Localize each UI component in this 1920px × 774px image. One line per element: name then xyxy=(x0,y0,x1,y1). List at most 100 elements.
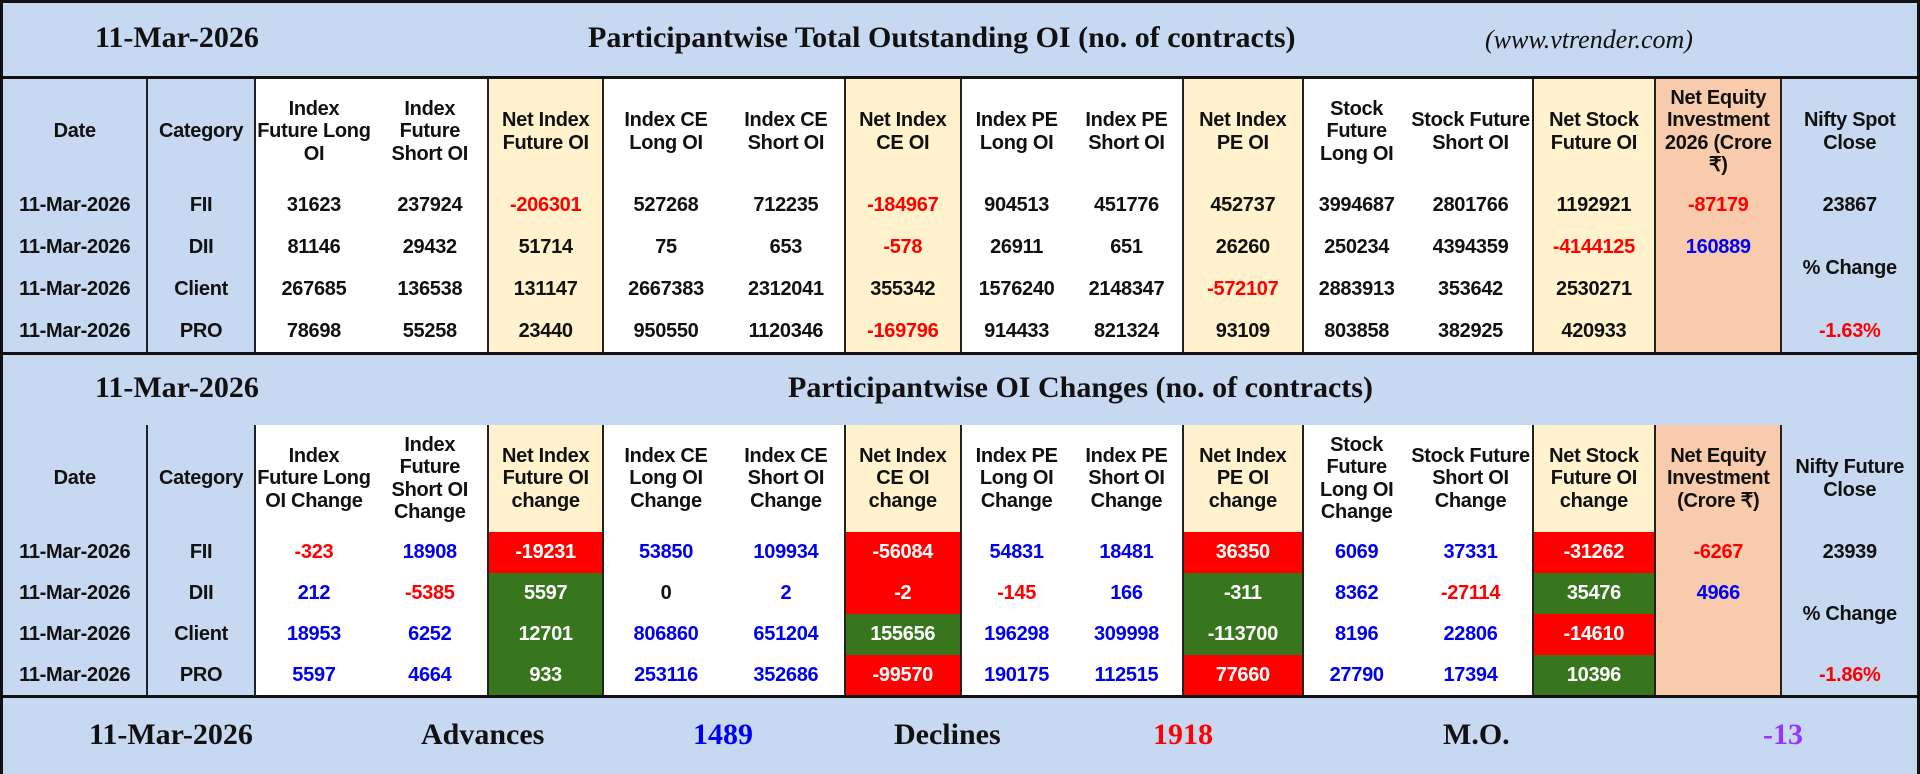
column-header: Stock Future Short OI Change xyxy=(1409,425,1533,532)
value-cell: -145 xyxy=(959,573,1072,614)
value-cell: 237924 xyxy=(372,184,489,226)
table-row: 11-Mar-2026 DII 81146 29432 51714 75 653 -578 26… xyxy=(3,226,1917,310)
value-cell: % Change xyxy=(1780,573,1917,655)
column-header: Category xyxy=(146,79,255,184)
date-cell: 11-Mar-2026 xyxy=(3,310,148,352)
value-cell: 35476 xyxy=(1531,573,1656,614)
date-cell: 11-Mar-2026 xyxy=(3,268,148,310)
value-cell: 37331 xyxy=(1409,532,1533,573)
value-cell: 527268 xyxy=(601,184,729,226)
value-cell: 0 xyxy=(601,573,729,614)
value-cell: 1120346 xyxy=(728,310,845,352)
value-cell: -27114 xyxy=(1409,573,1533,614)
value-cell: 36350 xyxy=(1181,532,1303,573)
value-cell: 2883913 xyxy=(1301,268,1410,310)
value-cell: -1.63% xyxy=(1780,310,1917,352)
value-cell: 77660 xyxy=(1181,655,1303,696)
value-cell: 75 xyxy=(601,226,729,268)
value-cell: 2 xyxy=(728,573,845,614)
date-cell: 11-Mar-2026 xyxy=(3,184,148,226)
value-cell: 26260 xyxy=(1181,226,1303,268)
value-cell: 914433 xyxy=(959,310,1072,352)
category-cell: DII xyxy=(146,573,255,614)
column-header: Stock Future Long OI xyxy=(1301,79,1410,184)
declines-value: 1918 xyxy=(1153,718,1213,751)
column-header: Index PE Short OI Change xyxy=(1071,425,1183,532)
value-cell: -19231 xyxy=(487,532,603,573)
column-header: Index CE Long OI Change xyxy=(601,425,729,532)
category-cell: PRO xyxy=(146,310,255,352)
value-cell: 112515 xyxy=(1071,655,1183,696)
table-row: 11-Mar-2026 FII 31623 237924 -206301 527268 71… xyxy=(3,184,1917,226)
value-cell: 17394 xyxy=(1409,655,1533,696)
value-cell: -56084 xyxy=(843,532,961,573)
value-cell: 54831 xyxy=(959,532,1072,573)
value-cell: 933 xyxy=(487,655,603,696)
outstanding-oi-table: Date Category Index Future Long OI Index Fu… xyxy=(3,79,1917,352)
site-credit: (www.vtrender.com) xyxy=(1485,25,1693,54)
value-cell: -311 xyxy=(1181,573,1303,614)
market-breadth-band: 11-Mar-2026 Advances 1489 Declines 1918 … xyxy=(3,695,1917,774)
value-cell xyxy=(1654,614,1782,655)
value-cell: 8196 xyxy=(1301,614,1410,655)
column-header: Stock Future Short OI xyxy=(1409,79,1533,184)
column-header: Date xyxy=(3,425,148,532)
date-cell: 11-Mar-2026 xyxy=(3,655,148,696)
category-cell: PRO xyxy=(146,655,255,696)
column-header: Index CE Long OI xyxy=(601,79,729,184)
value-cell: 250234 xyxy=(1301,226,1410,268)
column-header: Index Future Short OI xyxy=(372,79,489,184)
value-cell: 55258 xyxy=(372,310,489,352)
value-cell: 4394359 xyxy=(1409,226,1533,268)
date-cell: 11-Mar-2026 xyxy=(3,614,148,655)
value-cell: 904513 xyxy=(959,184,1072,226)
value-cell: 6252 xyxy=(372,614,489,655)
value-cell: 420933 xyxy=(1531,310,1656,352)
category-cell: DII xyxy=(146,226,255,268)
section1-title: Participantwise Total Outstanding OI (no… xyxy=(588,21,1296,54)
value-cell: 23440 xyxy=(487,310,603,352)
value-cell: 29432 xyxy=(372,226,489,268)
table-row: 11-Mar-2026 Client 267685 136538 131147 26673… xyxy=(3,268,1917,310)
category-cell: Client xyxy=(146,614,255,655)
value-cell: 81146 xyxy=(253,226,373,268)
value-cell: -31262 xyxy=(1531,532,1656,573)
value-cell: 712235 xyxy=(728,184,845,226)
value-cell: 51714 xyxy=(487,226,603,268)
value-cell: 651 xyxy=(1071,226,1183,268)
value-cell: 26911 xyxy=(959,226,1072,268)
column-header: Net Index PE OI xyxy=(1181,79,1303,184)
value-cell: 382925 xyxy=(1409,310,1533,352)
column-header: Category xyxy=(146,425,255,532)
column-header: Net Index Future OI xyxy=(487,79,603,184)
value-cell: -6267 xyxy=(1654,532,1782,573)
table-row: 11-Mar-2026 FII -323 18908 -19231 53850 109934… xyxy=(3,532,1917,573)
column-header: Index Future Short OI Change xyxy=(372,425,489,532)
column-header: Net Stock Future OI xyxy=(1531,79,1656,184)
value-cell: 353642 xyxy=(1409,268,1533,310)
value-cell: 653 xyxy=(728,226,845,268)
value-cell: -87179 xyxy=(1654,184,1782,226)
value-cell: 31623 xyxy=(253,184,373,226)
value-cell: 109934 xyxy=(728,532,845,573)
value-cell: 1192921 xyxy=(1531,184,1656,226)
column-header: Net Stock Future OI change xyxy=(1531,425,1656,532)
value-cell: 166 xyxy=(1071,573,1183,614)
column-header: Nifty Spot Close xyxy=(1780,79,1917,184)
advances-value: 1489 xyxy=(693,718,753,751)
column-header: Net Index PE OI change xyxy=(1181,425,1303,532)
advances-label: Advances xyxy=(421,718,545,751)
table-row: 11-Mar-2026 Client 18953 6252 12701 806860 651… xyxy=(3,614,1917,655)
column-header: Date xyxy=(3,79,148,184)
section1-date: 11-Mar-2026 xyxy=(95,21,259,54)
section2-title-band: 11-Mar-2026 Participantwise OI Changes (… xyxy=(3,352,1917,428)
value-cell: 22806 xyxy=(1409,614,1533,655)
value-cell: 10396 xyxy=(1531,655,1656,696)
value-cell: 4966 xyxy=(1654,573,1782,614)
header-row: Date Category Index Future Long OI Index Fu… xyxy=(3,79,1917,184)
value-cell: % Change xyxy=(1780,226,1917,310)
value-cell: 212 xyxy=(253,573,373,614)
value-cell: 352686 xyxy=(728,655,845,696)
value-cell: 23939 xyxy=(1780,532,1917,573)
